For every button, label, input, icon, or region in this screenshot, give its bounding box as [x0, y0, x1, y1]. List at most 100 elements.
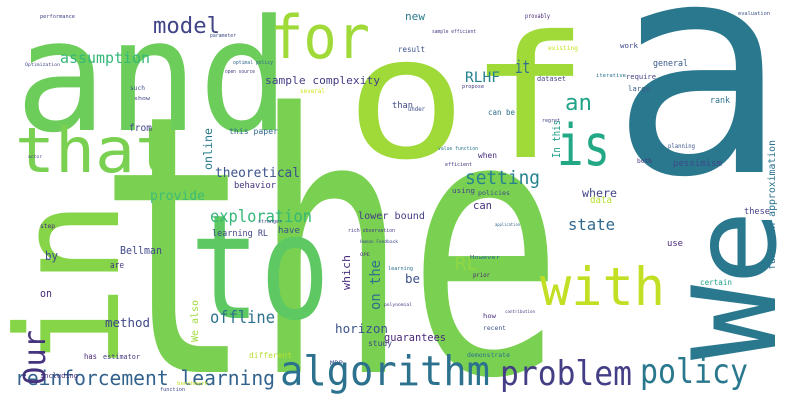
word: with: [540, 257, 665, 318]
word: recent: [483, 324, 506, 332]
word: algorithm: [280, 347, 490, 395]
word: regret: [542, 118, 560, 124]
word: has: [84, 352, 97, 361]
word: In this: [550, 120, 563, 158]
word: new: [405, 10, 425, 23]
word: on: [40, 287, 52, 300]
word: rich observation: [348, 228, 395, 234]
word: use: [667, 239, 683, 249]
word: policy: [640, 352, 748, 392]
word: efficient: [445, 162, 472, 168]
word: require: [626, 73, 656, 81]
word: theoretical: [215, 166, 300, 181]
word: assumption: [60, 49, 150, 67]
word: sample complexity: [265, 74, 380, 87]
word: method: [105, 315, 150, 330]
word: value function: [438, 146, 478, 152]
word: propose: [462, 84, 484, 90]
word: certain: [700, 278, 732, 287]
word: We: [668, 210, 790, 360]
word: provide: [150, 189, 205, 204]
word: this paper: [229, 127, 278, 136]
word: including: [40, 372, 78, 380]
word: the: [98, 38, 563, 405]
word: evaluation: [738, 11, 770, 17]
word: iterative: [596, 73, 626, 79]
word: using: [452, 187, 475, 195]
word: both: [637, 158, 652, 165]
word: lower bound: [358, 211, 425, 222]
word: from: [129, 123, 152, 134]
word: model: [153, 14, 220, 39]
word: rank: [710, 96, 730, 106]
word: Optimization: [25, 62, 60, 68]
word: policies: [478, 189, 510, 197]
word: for: [270, 3, 370, 73]
word: sample efficient: [432, 29, 476, 35]
word: of: [345, 0, 590, 198]
word: setting: [465, 167, 540, 189]
word: when: [478, 151, 497, 160]
word: application: [495, 222, 521, 227]
word: Our: [18, 330, 53, 385]
word: that: [15, 114, 175, 187]
word: demonstrate: [467, 351, 510, 359]
word: exploration: [210, 207, 312, 227]
word: these: [744, 207, 770, 217]
word: benchmark: [177, 381, 209, 387]
word: state: [568, 215, 615, 234]
word: is: [557, 113, 610, 179]
word: pessimism: [673, 159, 722, 169]
word: have: [278, 226, 300, 236]
word: how: [483, 313, 496, 320]
word: an: [565, 91, 592, 116]
word: where: [582, 186, 617, 200]
word: such: [130, 85, 145, 92]
word: learning: [388, 266, 413, 272]
word: which: [340, 255, 353, 290]
word: under: [408, 106, 425, 113]
word: dataset: [537, 75, 566, 83]
word: parameter: [210, 33, 236, 39]
word: offline: [210, 308, 275, 328]
word: MDP: [330, 360, 343, 367]
word: prior: [473, 271, 490, 279]
word: can: [473, 199, 492, 212]
word: horizon: [335, 321, 388, 336]
word: RL: [455, 253, 478, 275]
word: a: [610, 0, 788, 242]
word: performance: [40, 14, 75, 20]
word: open source: [225, 69, 255, 75]
word: data: [590, 195, 612, 206]
word: work: [620, 42, 639, 50]
word: estimator: [103, 353, 140, 361]
word: result: [398, 45, 425, 54]
word: show: [134, 96, 151, 102]
word: large: [628, 85, 650, 93]
word: Human Feedback: [360, 239, 398, 245]
word: guarantees: [384, 332, 446, 344]
word: study: [368, 339, 392, 348]
word: several: [300, 88, 325, 95]
word: general: [653, 59, 688, 69]
word: online: [201, 128, 215, 170]
word: polynomial: [384, 302, 412, 308]
word: to: [190, 184, 330, 353]
word: by: [45, 249, 58, 263]
word: planning: [668, 143, 695, 150]
word: learning RL: [212, 229, 268, 239]
word: reinforcement learning: [15, 366, 275, 390]
word: We also: [190, 300, 201, 342]
word: provably: [525, 13, 550, 20]
word: and: [15, 0, 290, 167]
word: optimal policy: [233, 60, 273, 66]
word: in: [0, 200, 152, 370]
word: RLHF: [465, 70, 500, 86]
word: Bellman: [120, 244, 162, 257]
word: than: [392, 101, 413, 111]
word: However: [470, 255, 500, 261]
word: OPE: [360, 252, 370, 258]
